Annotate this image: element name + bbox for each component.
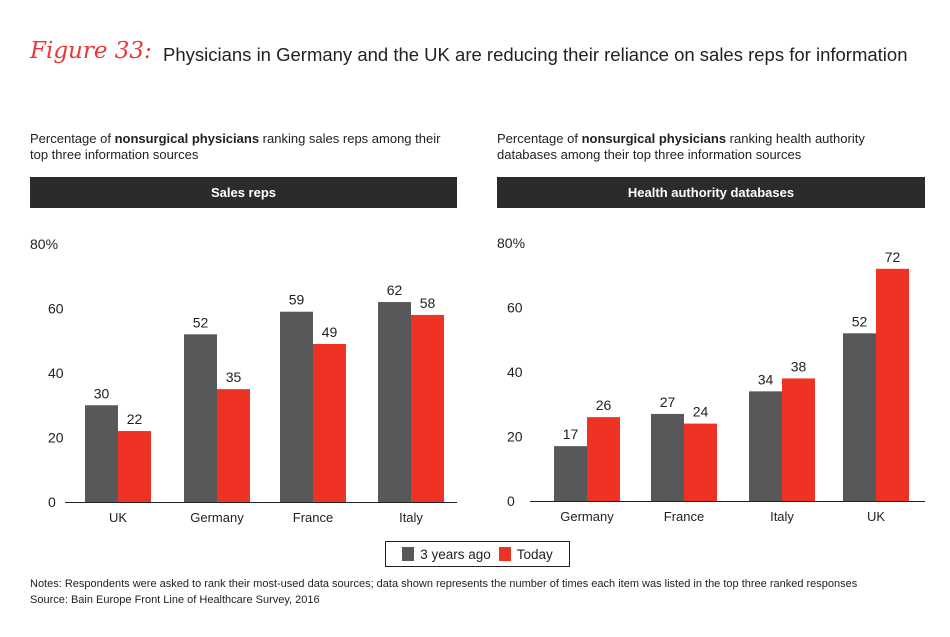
x-tick-label: Italy [770, 509, 794, 524]
legend-swatch [498, 546, 511, 561]
y-tick-label: 0 [507, 493, 515, 509]
data-label: 17 [563, 426, 579, 442]
data-label: 59 [289, 292, 305, 308]
legend-swatch [402, 546, 415, 561]
y-tick-label: 60 [507, 300, 523, 316]
data-label: 34 [758, 371, 774, 387]
subtitle-bold: nonsurgical physicians [581, 131, 727, 146]
data-label: 58 [420, 295, 436, 311]
bar-3-years-ago [280, 311, 313, 502]
x-tick-label: Germany [560, 509, 614, 524]
bar-today [313, 343, 346, 502]
notes: Notes: Respondents were asked to rank th… [30, 578, 858, 590]
y-tick-label: 80% [497, 235, 525, 251]
y-tick-label: 40 [48, 365, 64, 381]
left-chart-header: Sales reps [30, 177, 457, 208]
data-label: 35 [226, 369, 242, 385]
data-label: 24 [693, 404, 709, 420]
bar-3-years-ago [184, 334, 217, 502]
data-label: 27 [660, 394, 676, 410]
legend-item-today: Today [498, 546, 553, 562]
legend-label: Today [516, 546, 553, 562]
data-label: 38 [791, 358, 807, 374]
bar-3-years-ago [85, 405, 118, 502]
legend-item-3-years-ago: 3 years ago [402, 546, 491, 562]
bar-today [684, 423, 717, 501]
y-tick-label: 60 [48, 301, 64, 317]
y-tick-label: 40 [507, 364, 523, 380]
y-tick-label: 80% [30, 236, 58, 252]
legend: 3 years ago Today [385, 541, 570, 567]
data-label: 72 [885, 249, 901, 265]
legend-label: 3 years ago [420, 546, 491, 562]
bar-3-years-ago [378, 302, 411, 502]
subtitle-text: Percentage of [497, 131, 582, 146]
bar-3-years-ago [651, 413, 684, 501]
y-tick-label: 20 [48, 430, 64, 446]
data-label: 62 [387, 282, 403, 298]
y-tick-label: 0 [48, 494, 56, 510]
x-tick-label: UK [109, 510, 127, 525]
data-label: 52 [852, 313, 868, 329]
bar-3-years-ago [749, 391, 782, 501]
data-label: 22 [127, 411, 143, 427]
x-tick-label: Germany [190, 510, 244, 525]
y-tick-label: 20 [507, 429, 523, 445]
subtitle-text: ranking health authority databases among… [497, 131, 865, 162]
right-chart-header: Health authority databases [497, 177, 925, 208]
subtitle-text: ranking sales reps among their top three… [30, 131, 441, 162]
bar-today [118, 431, 151, 502]
bar-today [411, 314, 444, 502]
x-tick-label: France [664, 509, 704, 524]
bar-today [217, 389, 250, 502]
data-label: 49 [322, 324, 338, 340]
bar-today [587, 417, 620, 501]
bar-today [876, 268, 909, 501]
bar-today [782, 378, 815, 501]
bar-3-years-ago [554, 446, 587, 501]
x-tick-label: Italy [399, 510, 423, 525]
subtitle-text: Percentage of [30, 131, 115, 146]
left-subtitle: Percentage of nonsurgical physicians ran… [30, 131, 460, 163]
bar-3-years-ago [843, 333, 876, 501]
x-tick-label: UK [867, 509, 885, 524]
x-tick-label: France [293, 510, 333, 525]
subtitle-bold: nonsurgical physicians [114, 131, 260, 146]
figure-label: Figure 33: [30, 38, 152, 64]
data-label: 52 [193, 314, 209, 330]
data-label: 30 [94, 385, 110, 401]
data-label: 26 [596, 397, 612, 413]
figure-title: Physicians in Germany and the UK are red… [163, 44, 908, 65]
source: Source: Bain Europe Front Line of Health… [30, 594, 320, 606]
right-subtitle: Percentage of nonsurgical physicians ran… [497, 131, 927, 163]
